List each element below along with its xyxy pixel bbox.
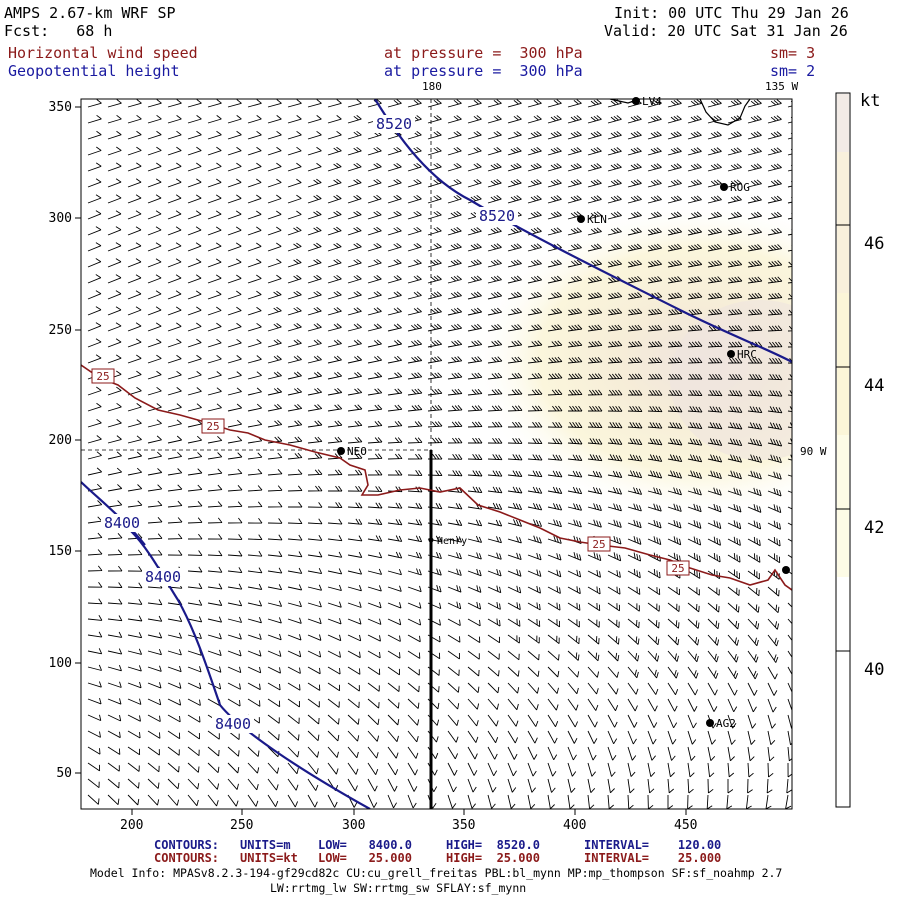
init-time: Init: 00 UTC Thu 29 Jan 26 bbox=[614, 4, 849, 22]
colorbar-label: 46 bbox=[864, 234, 884, 254]
meridian-label-corner: 135 W bbox=[765, 80, 798, 93]
height-contour-label: 8520 bbox=[376, 115, 412, 133]
forecast-hour: Fcst: 68 h bbox=[4, 22, 113, 40]
contours-height-interval: INTERVAL= 120.00 bbox=[584, 838, 722, 852]
svg-text:KLN: KLN bbox=[587, 213, 607, 226]
model-title: AMPS 2.67-km WRF SP bbox=[4, 4, 176, 22]
contours-speed-label: CONTOURS: bbox=[154, 851, 220, 865]
y-tick-label: 150 bbox=[49, 544, 72, 559]
meridian-label-right: 90 W bbox=[800, 445, 827, 458]
colorbar-segment bbox=[837, 94, 849, 152]
height-contour-label: 8400 bbox=[104, 514, 140, 532]
station-ag2: AG2 bbox=[706, 717, 736, 730]
colorbar-segment bbox=[837, 293, 849, 435]
meridian-label-top: 180 bbox=[422, 80, 442, 93]
color-bar: 46 44 42 40 bbox=[835, 92, 884, 808]
svg-text:ROG: ROG bbox=[730, 181, 750, 194]
plot-frame bbox=[80, 98, 793, 810]
x-tick-label: 250 bbox=[230, 818, 253, 833]
colorbar-label: 44 bbox=[864, 376, 884, 396]
height-contour-label: 8400 bbox=[145, 568, 181, 586]
colorbar-unit: kt bbox=[860, 91, 880, 111]
field2-smoothing: sm= 2 bbox=[770, 62, 816, 80]
station-rog: ROG bbox=[720, 181, 750, 194]
station-neo: NEO bbox=[337, 445, 367, 458]
svg-text:NEO: NEO bbox=[347, 445, 367, 458]
y-tick-label: 50 bbox=[56, 766, 72, 781]
colorbar-segment bbox=[837, 152, 849, 293]
y-axis: 50 100 150 200 250 300 350 bbox=[49, 100, 81, 781]
speed-contour-label: 25 bbox=[96, 370, 109, 383]
y-tick-label: 250 bbox=[49, 323, 72, 338]
station-hrc: HRC bbox=[727, 348, 757, 361]
height-contour-labels: 8520 8520 8400 8400 8400 bbox=[101, 115, 518, 733]
station-unlabeled bbox=[782, 566, 790, 574]
field1-smoothing: sm= 3 bbox=[770, 44, 816, 62]
y-tick-label: 350 bbox=[49, 100, 72, 115]
svg-text:LV4: LV4 bbox=[642, 95, 662, 108]
x-tick-label: 200 bbox=[120, 818, 143, 833]
field2-name: Geopotential height bbox=[8, 62, 180, 80]
station-henry: Henry bbox=[428, 536, 467, 547]
x-tick-label: 400 bbox=[563, 818, 586, 833]
wind-barbs bbox=[87, 99, 792, 809]
field1-level: at pressure = 300 hPa bbox=[384, 44, 583, 62]
speed-contour-label: 25 bbox=[206, 420, 219, 433]
svg-text:Henry: Henry bbox=[437, 536, 467, 547]
station-lv4: LV4 bbox=[632, 95, 662, 108]
svg-text:HRC: HRC bbox=[737, 348, 757, 361]
colorbar-label: 42 bbox=[864, 518, 884, 538]
contours-height-high: HIGH= 8520.0 bbox=[446, 838, 540, 852]
y-tick-label: 300 bbox=[49, 211, 72, 226]
contours-height-units: UNITS=m bbox=[240, 838, 291, 852]
contours-height-label: CONTOURS: bbox=[154, 838, 220, 852]
meridians bbox=[81, 99, 432, 451]
contours-speed-units: UNITS=kt bbox=[240, 851, 298, 865]
contours-speed-interval: INTERVAL= 25.000 bbox=[584, 851, 722, 865]
height-contour-label: 8520 bbox=[479, 207, 515, 225]
model-info-line2: LW:rrtmg_lw SW:rrtmg_sw SFLAY:sf_mynn bbox=[270, 881, 527, 895]
height-contour-label: 8400 bbox=[215, 715, 251, 733]
y-tick-label: 100 bbox=[49, 656, 72, 671]
contours-speed-high: HIGH= 25.000 bbox=[446, 851, 540, 865]
x-tick-label: 350 bbox=[452, 818, 475, 833]
colorbar-label: 40 bbox=[864, 660, 884, 680]
field2-level: at pressure = 300 hPa bbox=[384, 62, 583, 80]
stations: ROG KLN HRC NEO Henry AG2 LV4 bbox=[337, 95, 790, 730]
station-kln: KLN bbox=[577, 213, 607, 226]
field1-name: Horizontal wind speed bbox=[8, 44, 198, 62]
x-tick-label: 300 bbox=[342, 818, 365, 833]
coastline bbox=[609, 99, 751, 126]
contours-speed-low: LOW= 25.000 bbox=[318, 851, 412, 865]
colorbar-segment bbox=[837, 577, 849, 806]
y-tick-label: 200 bbox=[49, 433, 72, 448]
x-axis: 200 250 300 350 400 450 bbox=[120, 809, 697, 833]
speed-contour-label: 25 bbox=[592, 538, 605, 551]
colorbar-segment bbox=[837, 435, 849, 577]
model-info-line1: Model Info: MPASv8.2.3-194-gf29cd82c CU:… bbox=[90, 866, 783, 880]
speed-contour-label: 25 bbox=[671, 562, 684, 575]
contours-height-low: LOW= 8400.0 bbox=[318, 838, 412, 852]
x-tick-label: 450 bbox=[674, 818, 697, 833]
speed-contour-labels: 25 25 25 25 bbox=[91, 368, 690, 576]
svg-text:AG2: AG2 bbox=[716, 717, 736, 730]
valid-time: Valid: 20 UTC Sat 31 Jan 26 bbox=[604, 22, 848, 40]
